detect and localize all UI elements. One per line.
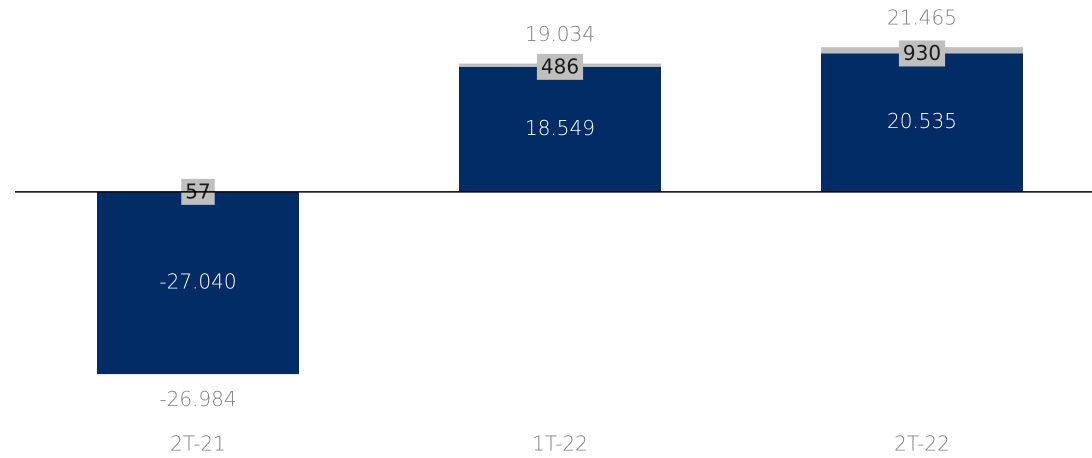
x-tick-label: 1T-22 bbox=[532, 432, 588, 456]
total-label: 21.465 bbox=[887, 6, 957, 30]
value-label: -27.040 bbox=[159, 269, 236, 293]
value-label: 18.549 bbox=[525, 116, 595, 140]
value-label: 486 bbox=[541, 54, 579, 78]
label-box bbox=[536, 53, 584, 80]
bar-segment bbox=[821, 53, 1023, 192]
total-label: 19.034 bbox=[525, 22, 595, 46]
total-label: -26.984 bbox=[159, 387, 236, 411]
x-tick-label: 2T-22 bbox=[894, 432, 950, 456]
x-tick-label: 2T-21 bbox=[170, 432, 226, 456]
bar-segment bbox=[459, 66, 661, 192]
value-label: 20.535 bbox=[887, 109, 957, 133]
value-label: 930 bbox=[903, 41, 941, 65]
bar-segment bbox=[97, 191, 299, 375]
label-box bbox=[898, 40, 946, 67]
